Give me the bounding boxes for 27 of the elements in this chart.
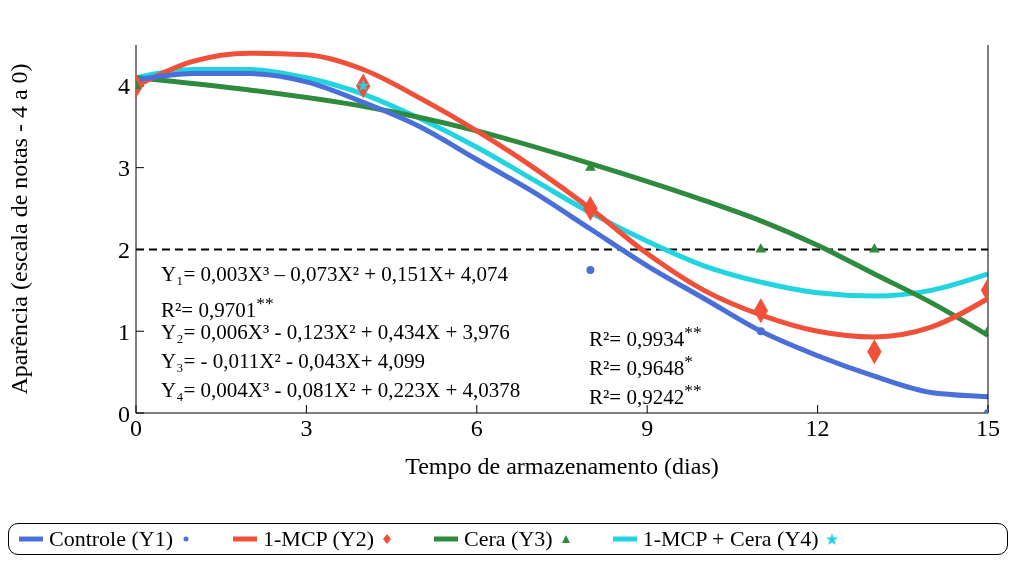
annotation: Y₄= 0,004X³ - 0,081X² + 0,223X + 4,0378 <box>161 378 521 402</box>
y-tick-label: 1 <box>118 318 130 345</box>
annotation: Y₃= - 0,011X² - 0,043X+ 4,099 <box>161 349 426 373</box>
annotation: R²= 0,9934$^{**}$ <box>589 321 702 351</box>
annotation: Y₂= 0,006X³ - 0,123X² + 0,434X + 3,976 <box>161 320 510 344</box>
legend-label: 1-MCP (Y2) <box>263 526 375 552</box>
x-tick-label: 6 <box>470 415 483 442</box>
y-tick-label: 3 <box>118 155 130 182</box>
annotation: R²= 0,9648$^{*}$ <box>589 351 693 380</box>
y-axis-title: Aparência (escala de notas - 4 a 0) <box>5 63 32 395</box>
x-tick-label: 15 <box>976 415 1000 442</box>
point <box>869 243 880 253</box>
x-tick-label: 12 <box>805 415 830 442</box>
y-tick-label: 4 <box>118 73 130 100</box>
y-tick-label: 2 <box>118 236 130 263</box>
x-tick-label: 3 <box>300 415 313 442</box>
legend-label: Cera (Y3) <box>464 526 553 552</box>
point <box>756 327 765 336</box>
annotation: Y₁= 0,003X³ – 0,073X² + 0,151X+ 4,074 <box>161 262 509 286</box>
point <box>586 265 595 274</box>
point <box>755 243 767 253</box>
legend-label: Controle (Y1) <box>49 526 174 552</box>
annotation: R²= 0,9242$^{**}$ <box>589 380 702 409</box>
annotation: R²= 0,9701$^{**}$ <box>161 292 274 322</box>
legend-label: 1-MCP + Cera (Y4) <box>642 526 819 552</box>
x-axis-title: Tempo de armazenamento (dias) <box>404 453 720 480</box>
x-tick-label: 9 <box>641 415 654 442</box>
